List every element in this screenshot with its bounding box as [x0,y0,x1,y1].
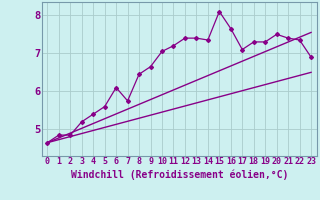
X-axis label: Windchill (Refroidissement éolien,°C): Windchill (Refroidissement éolien,°C) [70,169,288,180]
